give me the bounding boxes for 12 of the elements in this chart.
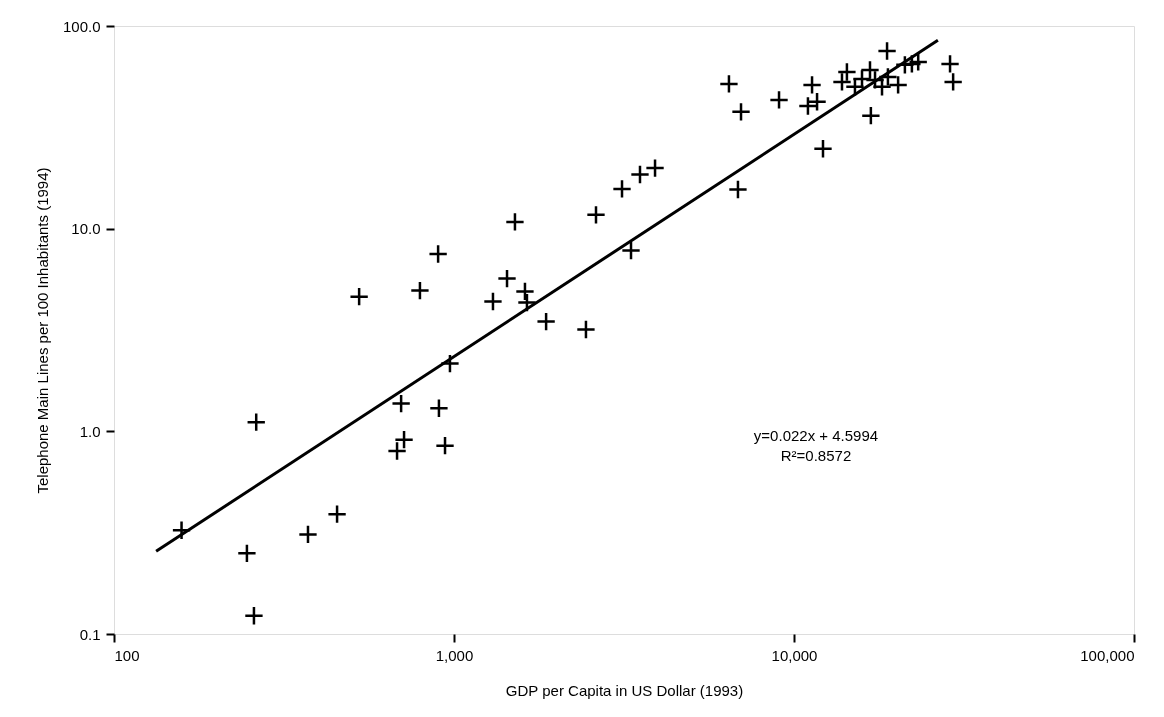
y-tick-label: 10.0: [71, 220, 101, 238]
y-axis-title: Telephone Main Lines per 100 Inhabitants (1994): [33, 167, 51, 494]
x-axis-title: GDP per Capita in US Dollar (1993): [505, 681, 744, 699]
y-tick-label: 100.0: [62, 17, 101, 35]
x-tick-label: 100: [114, 646, 140, 664]
annotation: R²=0.8572: [780, 447, 852, 464]
x-tick-label: 1,000: [435, 646, 474, 664]
annotation: y=0.022x + 4.5994: [753, 427, 879, 444]
y-tick-label: 0.1: [79, 625, 101, 643]
x-tick-label: 10,000: [771, 646, 818, 664]
y-tick-label: 1.0: [79, 422, 101, 440]
x-tick-label: 100,000: [1080, 646, 1135, 664]
